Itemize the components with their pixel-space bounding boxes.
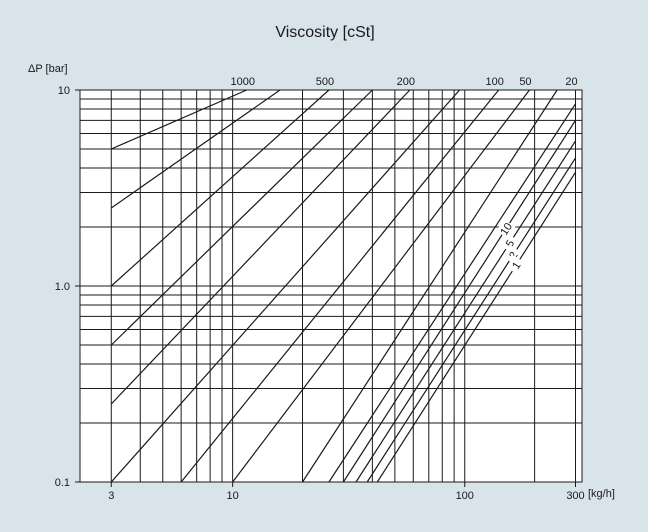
series-line <box>302 89 558 483</box>
grid <box>75 89 582 487</box>
series-label: 5 <box>504 238 517 250</box>
x-tick-label: 10 <box>227 490 239 502</box>
series-line <box>110 89 330 287</box>
series-line <box>110 89 281 209</box>
series-line <box>232 89 530 483</box>
series-label: 100 <box>485 76 503 88</box>
series-line <box>328 103 576 483</box>
y-axis-label: ΔP [bar] <box>28 63 68 75</box>
series-line <box>342 120 576 483</box>
y-tick-label: 0.1 <box>55 477 70 489</box>
series-label: 50 <box>519 76 531 88</box>
series-lines <box>110 89 576 483</box>
series-label: 200 <box>397 76 415 88</box>
series-line <box>111 89 247 150</box>
series-line <box>366 157 576 483</box>
y-tick-label: 1.0 <box>55 281 70 293</box>
chart-title: Viscosity [cSt] <box>275 24 374 41</box>
series-label-bg <box>496 219 516 239</box>
series-label: 500 <box>316 76 334 88</box>
series-label: 1000 <box>230 76 254 88</box>
y-tick-label: 10 <box>58 85 70 97</box>
x-axis-label: [kg/h] <box>588 488 615 500</box>
series-label: 1 <box>510 260 523 272</box>
series-line <box>110 89 461 483</box>
x-tick-label: 300 <box>566 490 584 502</box>
series-line <box>110 89 411 405</box>
series-line <box>110 89 373 346</box>
series-label: 10 <box>498 221 515 238</box>
series-line <box>376 172 576 483</box>
series-label-bg <box>506 255 526 275</box>
series-label: 20 <box>565 76 577 88</box>
series-line <box>355 140 576 483</box>
x-tick-label: 3 <box>108 490 114 502</box>
series-line <box>180 89 500 483</box>
x-tick-label: 100 <box>456 490 474 502</box>
